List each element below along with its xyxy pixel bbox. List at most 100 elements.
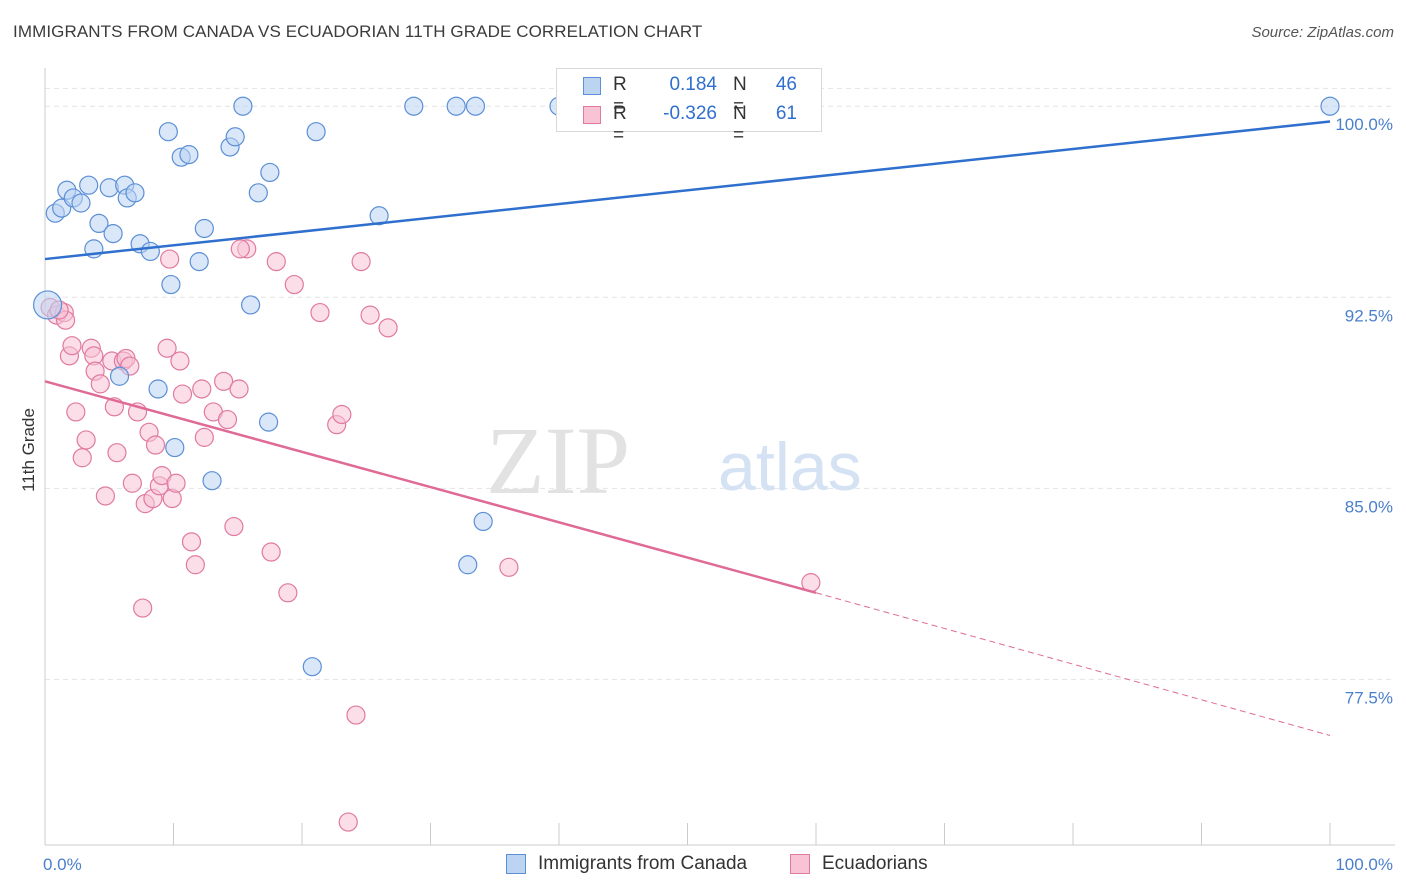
stats-swatch-ecuadorians (583, 106, 601, 124)
ecuadorians-point (284, 274, 304, 295)
ecuadorians-point (76, 430, 96, 450)
r-label: R = (613, 74, 627, 117)
r-value-ecuadorians: -0.326 (663, 103, 717, 124)
ecuadorians-point (160, 249, 180, 269)
canada-point (458, 555, 478, 575)
ecuadorians-point (95, 486, 115, 506)
canada-point (140, 241, 160, 262)
canada-point (306, 122, 326, 142)
x-tick-label: 0.0% (43, 855, 82, 874)
ecuadorians-point (332, 404, 352, 425)
canada-point (148, 379, 168, 399)
canada-trend-line (44, 120, 1331, 261)
ecuadorians-point (194, 427, 214, 447)
canada-point (233, 96, 253, 116)
ecuadorians-point (133, 598, 153, 618)
n-label: N = (733, 103, 747, 146)
ecuadorians-point (66, 402, 86, 422)
canada-point (189, 252, 209, 272)
canada-point (473, 511, 493, 532)
canada-point (258, 412, 279, 432)
canada-point (125, 183, 145, 203)
legend-swatch-ecuadorians (790, 854, 810, 874)
canada-point (161, 274, 181, 295)
ecuadorians-point (62, 336, 82, 356)
canada-point (404, 96, 424, 116)
ecuadorians-point (122, 473, 142, 493)
ecuadorians-point (145, 435, 166, 455)
canada-point (260, 162, 280, 183)
canada-point (32, 290, 63, 320)
source-label: Source: ZipAtlas.com (1251, 24, 1394, 41)
r-value-canada: 0.184 (669, 74, 717, 95)
n-value-canada: 46 (775, 74, 797, 95)
ecuadorians-point (310, 302, 330, 323)
ecuadorians-point (170, 351, 190, 371)
n-label: N = (733, 74, 747, 117)
ecuadorians-point (214, 371, 234, 391)
canada-point (202, 471, 222, 491)
ecuadorians-trend-line (44, 380, 817, 594)
ecuadorians-point (72, 448, 92, 468)
canada-point (71, 193, 91, 213)
canada-point (79, 175, 99, 195)
watermark-atlas: atlas (718, 429, 862, 505)
canada-point (369, 206, 389, 226)
watermark-zip: ZIP (486, 407, 630, 514)
y-axis-label: 11th Grade (19, 408, 38, 492)
trend-lines (44, 120, 1331, 736)
x-tick-label: 100.0% (1335, 855, 1393, 874)
ecuadorians-point (172, 384, 193, 404)
ecuadorians-point (107, 443, 127, 463)
ecuadorians-point (230, 239, 250, 259)
ecuadorians-points (40, 239, 821, 832)
ecuadorians-point (217, 409, 238, 430)
ecuadorians-point (346, 705, 366, 725)
ecuadorians-point (224, 516, 244, 537)
axes (44, 68, 1395, 846)
ecuadorians-point (181, 532, 202, 552)
y-tick-label: 92.5% (1345, 306, 1393, 325)
y-tick-label: 77.5% (1345, 688, 1393, 707)
canada-points (32, 96, 1340, 677)
r-label: R = (613, 103, 627, 146)
ecuadorians-trend-extension (815, 592, 1331, 736)
gridlines (45, 87, 1395, 680)
ecuadorians-point (378, 318, 398, 338)
legend-label-ecuadorians: Ecuadorians (822, 853, 928, 874)
legend-swatch-canada (506, 854, 526, 874)
canada-point (109, 366, 130, 386)
canada-point (89, 213, 109, 233)
ecuadorians-point (185, 555, 205, 575)
ecuadorians-point (278, 583, 298, 603)
ecuadorians-point (229, 379, 249, 399)
ecuadorians-point (351, 252, 371, 272)
watermark: ZIP atlas (486, 407, 862, 514)
chart-title: IMMIGRANTS FROM CANADA VS ECUADORIAN 11T… (13, 22, 703, 41)
legend-label-canada: Immigrants from Canada (538, 853, 748, 874)
ecuadorians-point (266, 252, 286, 272)
y-tick-label: 85.0% (1345, 497, 1393, 516)
canada-point (465, 96, 486, 116)
canada-point (194, 218, 214, 239)
tick-labels: 77.5% 85.0% 92.5% 100.0% 0.0% 100.0% (43, 115, 1393, 874)
n-value-ecuadorians: 61 (775, 103, 797, 124)
canada-point (302, 657, 322, 677)
ecuadorians-point (360, 305, 380, 325)
canada-point (103, 223, 123, 244)
ecuadorians-point (90, 374, 110, 394)
canada-point (1320, 96, 1340, 116)
ecuadorians-point (499, 557, 519, 577)
canada-point (179, 145, 199, 165)
canada-point (165, 437, 185, 458)
stats-swatch-canada (583, 77, 601, 95)
ecuadorians-point (192, 379, 212, 399)
ecuadorians-point (157, 338, 177, 358)
canada-point (248, 183, 268, 203)
ecuadorians-point (166, 473, 186, 493)
stats-box: R = 0.184 N = 46 R = -0.326 N = 61 (556, 68, 822, 146)
canada-point (158, 122, 178, 142)
ecuadorians-point (338, 812, 358, 832)
canada-point (446, 96, 466, 116)
